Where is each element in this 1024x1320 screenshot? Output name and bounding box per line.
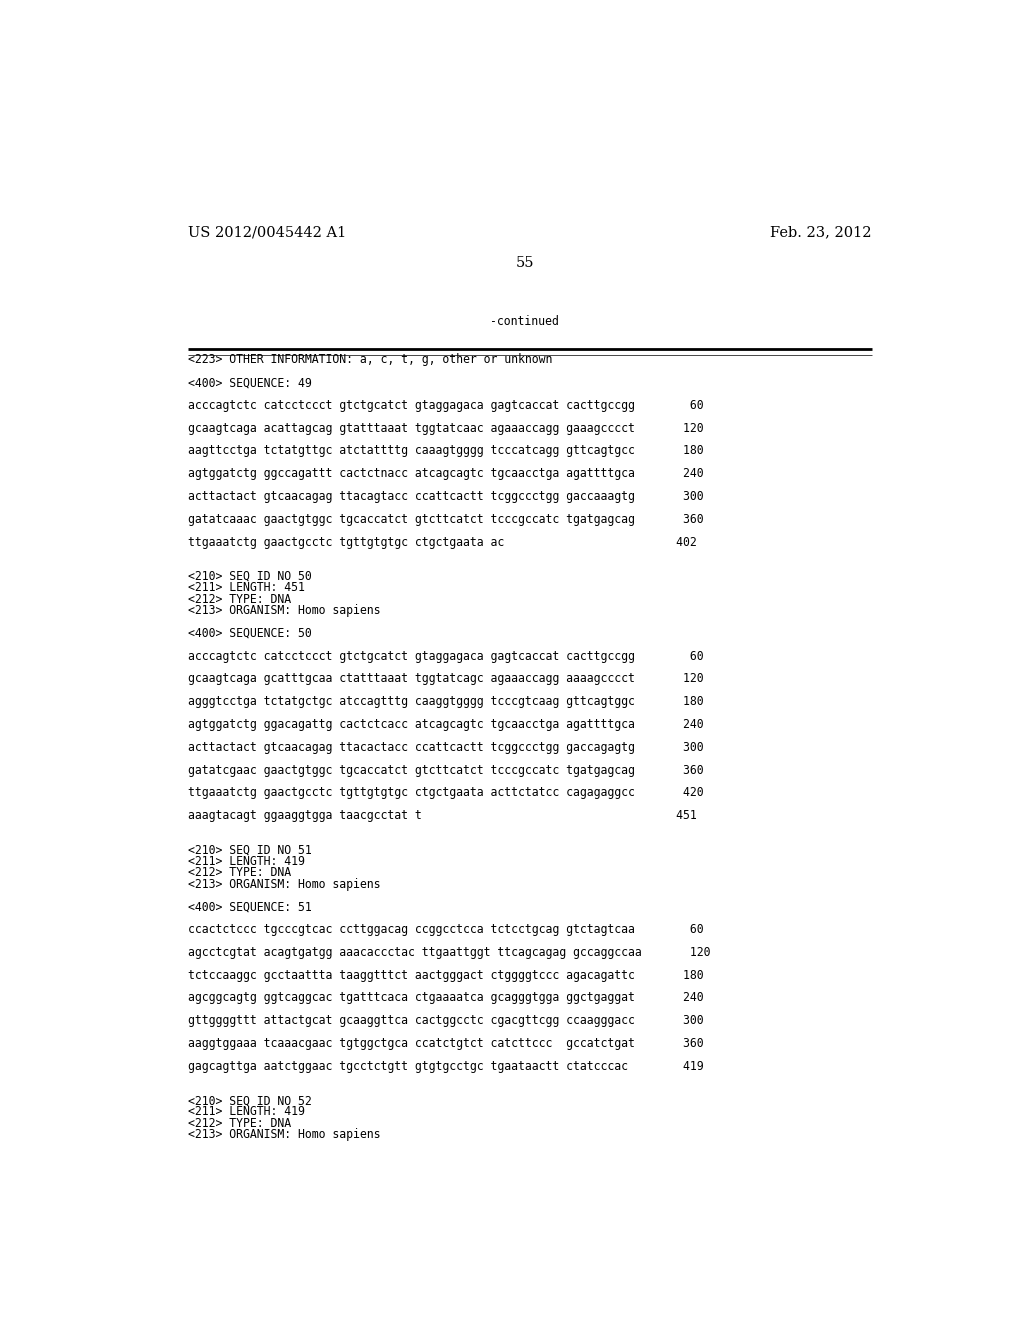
Text: agggtcctga tctatgctgc atccagtttg caaggtgggg tcccgtcaag gttcagtggc       180: agggtcctga tctatgctgc atccagtttg caaggtg… [188, 696, 705, 708]
Text: <213> ORGANISM: Homo sapiens: <213> ORGANISM: Homo sapiens [188, 1129, 381, 1142]
Text: acttactact gtcaacagag ttacagtacc ccattcactt tcggccctgg gaccaaagtg       300: acttactact gtcaacagag ttacagtacc ccattca… [188, 490, 705, 503]
Text: <211> LENGTH: 419: <211> LENGTH: 419 [188, 1105, 305, 1118]
Text: aagttcctga tctatgttgc atctattttg caaagtgggg tcccatcagg gttcagtgcc       180: aagttcctga tctatgttgc atctattttg caaagtg… [188, 445, 705, 458]
Text: aaagtacagt ggaaggtgga taacgcctat t                                     451: aaagtacagt ggaaggtgga taacgcctat t 451 [188, 809, 697, 822]
Text: 55: 55 [515, 256, 535, 271]
Text: <213> ORGANISM: Homo sapiens: <213> ORGANISM: Homo sapiens [188, 605, 381, 616]
Text: agcctcgtat acagtgatgg aaacaccctac ttgaattggt ttcagcagag gccaggccaa       120: agcctcgtat acagtgatgg aaacaccctac ttgaat… [188, 946, 711, 958]
Text: <212> TYPE: DNA: <212> TYPE: DNA [188, 1117, 292, 1130]
Text: tctccaaggc gcctaattta taaggtttct aactgggact ctggggtccc agacagattc       180: tctccaaggc gcctaattta taaggtttct aactggg… [188, 969, 705, 982]
Text: <210> SEQ ID NO 52: <210> SEQ ID NO 52 [188, 1094, 312, 1107]
Text: agcggcagtg ggtcaggcac tgatttcaca ctgaaaatca gcagggtgga ggctgaggat       240: agcggcagtg ggtcaggcac tgatttcaca ctgaaaa… [188, 991, 705, 1005]
Text: gcaagtcaga gcatttgcaa ctatttaaat tggtatcagc agaaaccagg aaaagcccct       120: gcaagtcaga gcatttgcaa ctatttaaat tggtatc… [188, 672, 705, 685]
Text: <210> SEQ ID NO 51: <210> SEQ ID NO 51 [188, 843, 312, 857]
Text: acccagtctc catcctccct gtctgcatct gtaggagaca gagtcaccat cacttgccgg        60: acccagtctc catcctccct gtctgcatct gtaggag… [188, 399, 705, 412]
Text: ccactctccc tgcccgtcac ccttggacag ccggcctcca tctcctgcag gtctagtcaa        60: ccactctccc tgcccgtcac ccttggacag ccggcct… [188, 923, 705, 936]
Text: gagcagttga aatctggaac tgcctctgtt gtgtgcctgc tgaataactt ctatcccac        419: gagcagttga aatctggaac tgcctctgtt gtgtgcc… [188, 1060, 705, 1073]
Text: ttgaaatctg gaactgcctc tgttgtgtgc ctgctgaata ac                         402: ttgaaatctg gaactgcctc tgttgtgtgc ctgctga… [188, 536, 697, 549]
Text: acttactact gtcaacagag ttacactacc ccattcactt tcggccctgg gaccagagtg       300: acttactact gtcaacagag ttacactacc ccattca… [188, 741, 705, 754]
Text: -continued: -continued [490, 314, 559, 327]
Text: gatatcaaac gaactgtggc tgcaccatct gtcttcatct tcccgccatc tgatgagcag       360: gatatcaaac gaactgtggc tgcaccatct gtcttca… [188, 513, 705, 525]
Text: <210> SEQ ID NO 50: <210> SEQ ID NO 50 [188, 570, 312, 583]
Text: ttgaaatctg gaactgcctc tgttgtgtgc ctgctgaata acttctatcc cagagaggcc       420: ttgaaatctg gaactgcctc tgttgtgtgc ctgctga… [188, 787, 705, 800]
Text: agtggatctg ggccagattt cactctnacc atcagcagtc tgcaacctga agattttgca       240: agtggatctg ggccagattt cactctnacc atcagca… [188, 467, 705, 480]
Text: <400> SEQUENCE: 50: <400> SEQUENCE: 50 [188, 627, 312, 640]
Text: <211> LENGTH: 419: <211> LENGTH: 419 [188, 855, 305, 867]
Text: agtggatctg ggacagattg cactctcacc atcagcagtc tgcaacctga agattttgca       240: agtggatctg ggacagattg cactctcacc atcagca… [188, 718, 705, 731]
Text: gttggggttt attactgcat gcaaggttca cactggcctc cgacgttcgg ccaagggacc       300: gttggggttt attactgcat gcaaggttca cactggc… [188, 1014, 705, 1027]
Text: <400> SEQUENCE: 51: <400> SEQUENCE: 51 [188, 900, 312, 913]
Text: aaggtggaaa tcaaacgaac tgtggctgca ccatctgtct catcttccc  gccatctgat       360: aaggtggaaa tcaaacgaac tgtggctgca ccatctg… [188, 1038, 705, 1051]
Text: <211> LENGTH: 451: <211> LENGTH: 451 [188, 581, 305, 594]
Text: <212> TYPE: DNA: <212> TYPE: DNA [188, 593, 292, 606]
Text: Feb. 23, 2012: Feb. 23, 2012 [770, 226, 872, 239]
Text: <212> TYPE: DNA: <212> TYPE: DNA [188, 866, 292, 879]
Text: <213> ORGANISM: Homo sapiens: <213> ORGANISM: Homo sapiens [188, 878, 381, 891]
Text: <223> OTHER INFORMATION: a, c, t, g, other or unknown: <223> OTHER INFORMATION: a, c, t, g, oth… [188, 354, 553, 366]
Text: acccagtctc catcctccct gtctgcatct gtaggagaca gagtcaccat cacttgccgg        60: acccagtctc catcctccct gtctgcatct gtaggag… [188, 649, 705, 663]
Text: US 2012/0045442 A1: US 2012/0045442 A1 [188, 226, 347, 239]
Text: gcaagtcaga acattagcag gtatttaaat tggtatcaac agaaaccagg gaaagcccct       120: gcaagtcaga acattagcag gtatttaaat tggtatc… [188, 421, 705, 434]
Text: gatatcgaac gaactgtggc tgcaccatct gtcttcatct tcccgccatc tgatgagcag       360: gatatcgaac gaactgtggc tgcaccatct gtcttca… [188, 763, 705, 776]
Text: <400> SEQUENCE: 49: <400> SEQUENCE: 49 [188, 376, 312, 389]
